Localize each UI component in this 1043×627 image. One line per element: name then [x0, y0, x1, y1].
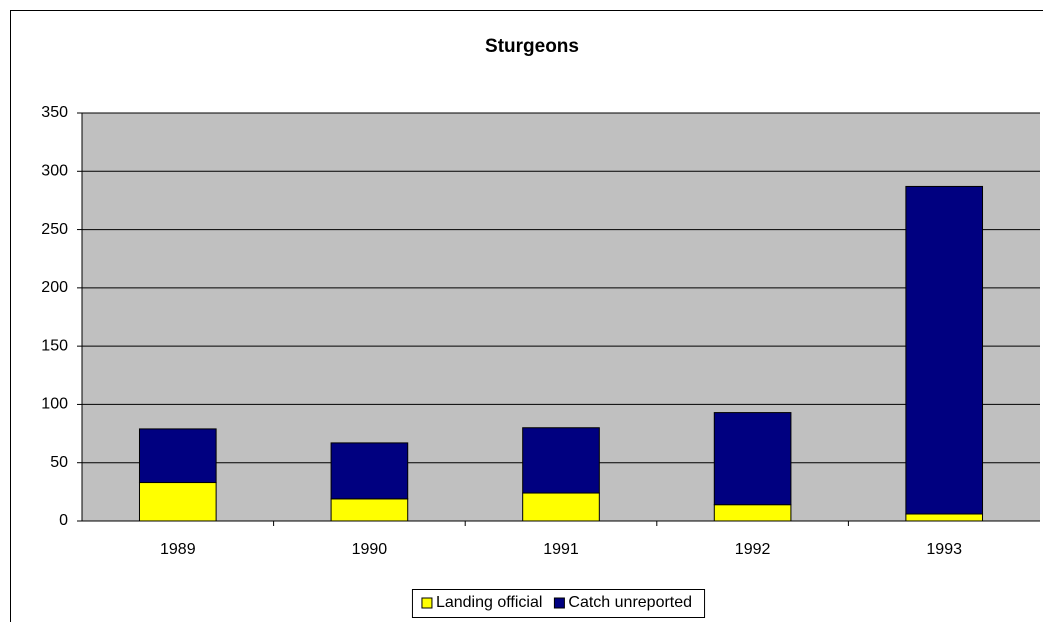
- x-tick-label: 1993: [926, 541, 962, 558]
- y-tick-label: 200: [41, 279, 68, 296]
- y-tick-label: 100: [41, 396, 68, 413]
- x-tick-label: 1990: [352, 541, 388, 558]
- x-tick-label: 1992: [735, 541, 771, 558]
- x-tick-label: 1991: [543, 541, 579, 558]
- legend-swatch: [422, 598, 432, 608]
- bar-segment: [906, 186, 983, 514]
- bar-segment: [523, 428, 600, 493]
- bar-segment: [331, 443, 408, 499]
- legend-label: Landing official: [436, 594, 542, 611]
- y-tick-label: 350: [41, 104, 68, 121]
- y-tick-label: 150: [41, 337, 68, 354]
- bar-segment: [714, 505, 791, 521]
- bar-segment: [331, 499, 408, 521]
- x-tick-label: 1989: [160, 541, 196, 558]
- legend-swatch: [554, 598, 564, 608]
- y-tick-label: 250: [41, 221, 68, 238]
- chart-title: Sturgeons: [485, 36, 579, 57]
- bar-segment: [139, 429, 216, 483]
- bar-segment: [523, 493, 600, 521]
- y-tick-label: 300: [41, 163, 68, 180]
- bar-segment: [714, 413, 791, 505]
- legend-label: Catch unreported: [568, 594, 692, 611]
- bar-segment: [906, 514, 983, 521]
- bar-segment: [139, 483, 216, 521]
- y-tick-label: 50: [50, 454, 68, 471]
- y-tick-label: 0: [59, 512, 68, 529]
